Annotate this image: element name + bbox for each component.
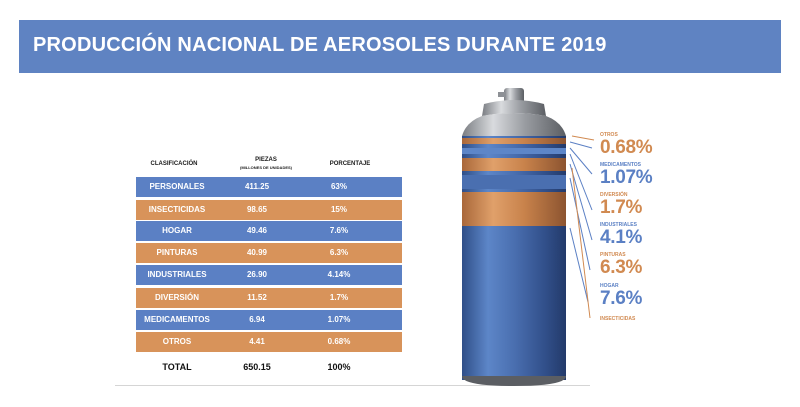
table-row: OTROS 4.41 0.68% [136, 332, 402, 352]
column-header-piezas: PIEZAS (MILLONES DE UNIDADES) [233, 157, 299, 171]
can-label-name: HOGAR [600, 283, 619, 289]
aerosol-can-illustration [462, 88, 566, 386]
row-porcentaje: 4.14% [327, 270, 351, 279]
row-piezas: 98.65 [246, 205, 268, 214]
row-label: INSECTICIDAS [148, 205, 206, 214]
row-label: PINTURAS [156, 248, 198, 257]
row-label: HOGAR [162, 226, 192, 235]
table-row: INSECTICIDAS 98.65 15% [136, 200, 402, 220]
can-label-hogar: HOGAR 7.6% [600, 283, 642, 308]
callout-lines [569, 135, 595, 319]
row-porcentaje: 63% [330, 182, 347, 191]
table-row: INDUSTRIALES 26.90 4.14% [136, 265, 402, 285]
row-porcentaje: 1.7% [329, 293, 349, 302]
title-banner: PRODUCCIÓN NACIONAL DE AEROSOLES DURANTE… [19, 20, 781, 73]
baseline-divider [115, 385, 590, 386]
page-title: PRODUCCIÓN NACIONAL DE AEROSOLES DURANTE… [33, 34, 607, 56]
band-pinturas [462, 192, 566, 226]
can-label-otros: OTROS 0.68% [600, 132, 653, 158]
can-label-medicamentos: MEDICAMENTOS 1.07% [600, 162, 653, 188]
can-label-diversion: DIVERSIÓN 1.7% [600, 192, 642, 217]
can-label-value: 4.1% [600, 227, 643, 248]
row-porcentaje: 1.07% [327, 315, 351, 324]
column-header-porcentaje: PORCENTAJE [329, 161, 371, 167]
row-label: DIVERSIÓN [154, 293, 199, 302]
band-industriales [462, 175, 566, 189]
row-piezas: 6.94 [249, 315, 265, 324]
row-porcentaje: 0.68% [327, 337, 351, 346]
column-header-piezas-label: PIEZAS [255, 157, 277, 163]
can-bottom [462, 376, 566, 386]
total-label: TOTAL [162, 362, 192, 372]
row-piezas: 4.41 [249, 337, 265, 346]
row-piezas: 411.25 [244, 182, 270, 191]
row-label: PERSONALES [149, 182, 205, 191]
table-row: PINTURAS 40.99 6.3% [136, 243, 402, 263]
band-otros [462, 138, 566, 144]
can-label-insecticidas: INSECTICIDAS [600, 316, 635, 322]
column-header-piezas-sub: (MILLONES DE UNIDADES) [240, 165, 292, 170]
table-row: DIVERSIÓN 11.52 1.7% [136, 288, 402, 308]
row-porcentaje: 7.6% [329, 226, 349, 235]
row-label: INDUSTRIALES [147, 270, 207, 279]
can-label-name: MEDICAMENTOS [600, 162, 642, 168]
can-label-industriales: INDUSTRIALES 4.1% [600, 222, 642, 247]
can-shoulder [462, 113, 566, 136]
nozzle [504, 88, 524, 104]
band-diversion [462, 158, 566, 171]
can-label-pinturas: PINTURAS 6.3% [600, 252, 642, 277]
row-piezas: 49.46 [246, 226, 268, 235]
band-medicamentos [462, 148, 566, 154]
row-piezas: 11.52 [247, 293, 267, 302]
can-label-value: 1.7% [600, 197, 643, 218]
can-label-name: INSECTICIDAS [600, 316, 636, 322]
can-label-value: 0.68% [600, 137, 653, 158]
can-label-name: OTROS [600, 132, 618, 138]
table-header: CLASIFICACIÓN PIEZAS (MILLONES DE UNIDAD… [133, 155, 401, 177]
can-label-value: 1.07% [600, 167, 653, 188]
table-row: PERSONALES 411.25 63% [136, 177, 402, 197]
row-label: MEDICAMENTOS [144, 315, 210, 324]
production-table: CLASIFICACIÓN PIEZAS (MILLONES DE UNIDAD… [133, 155, 402, 372]
can-label-value: 7.6% [600, 288, 643, 309]
can-labels: OTROS 0.68% MEDICAMENTOS 1.07% DIVERSIÓN… [600, 128, 790, 328]
can-label-name: INDUSTRIALES [600, 222, 637, 228]
total-porcentaje: 100% [327, 362, 351, 372]
row-piezas: 40.99 [246, 248, 268, 257]
total-piezas: 650.15 [243, 362, 271, 372]
table-row: MEDICAMENTOS 6.94 1.07% [136, 310, 402, 330]
row-piezas: 26.90 [246, 270, 268, 279]
can-dome [482, 100, 546, 116]
row-porcentaje: 15% [330, 205, 347, 214]
total-row: TOTAL 650.15 100% [133, 358, 401, 376]
can-label-value: 6.3% [600, 257, 643, 278]
table-row: HOGAR 49.46 7.6% [136, 221, 402, 241]
nozzle-tip [498, 92, 506, 97]
row-label: OTROS [162, 337, 192, 346]
can-body [462, 136, 566, 380]
can-label-name: PINTURAS [600, 252, 626, 258]
can-label-name: DIVERSIÓN [600, 192, 628, 198]
row-porcentaje: 6.3% [329, 248, 349, 257]
column-header-clasificacion: CLASIFICACIÓN [150, 161, 198, 167]
